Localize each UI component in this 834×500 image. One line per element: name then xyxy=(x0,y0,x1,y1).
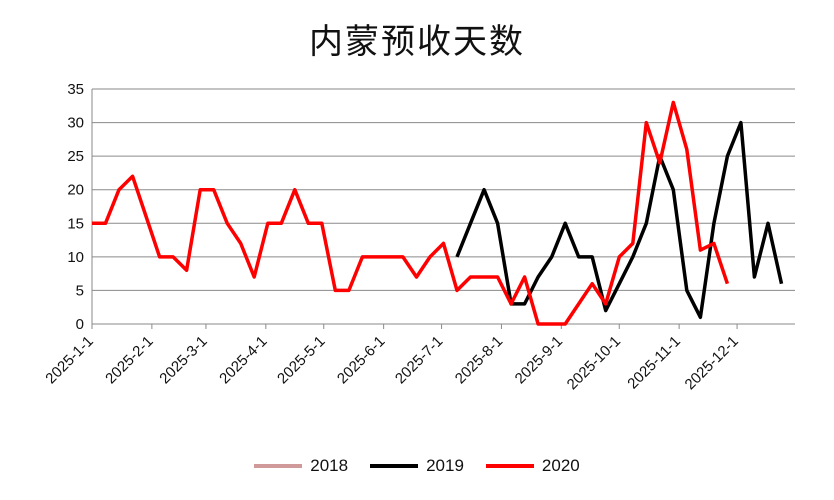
x-tick-label: 2025-11-1 xyxy=(624,333,684,393)
y-tick-label: 15 xyxy=(67,215,84,232)
legend-label: 2018 xyxy=(310,456,349,475)
x-tick-label: 2025-5-1 xyxy=(274,333,328,387)
x-tick-label: 2025-10-1 xyxy=(564,333,624,393)
legend: 2018 2019 2020 xyxy=(0,456,834,476)
series-line-2019 xyxy=(455,120,784,320)
legend-label: 2020 xyxy=(541,456,580,475)
x-tick-label: 2025-3-1 xyxy=(156,333,210,387)
series-lines xyxy=(92,100,784,326)
x-tick-label: 2025-6-1 xyxy=(334,333,388,387)
y-tick-label: 20 xyxy=(67,182,84,199)
y-tick-label: 25 xyxy=(67,148,84,165)
series-line-2020 xyxy=(92,100,730,326)
x-tick-label: 2025-7-1 xyxy=(392,333,446,387)
legend-label: 2019 xyxy=(426,456,464,475)
x-tick-label: 2025-4-1 xyxy=(216,333,270,387)
y-tick-label: 10 xyxy=(67,249,84,266)
x-tick-label: 2025-9-1 xyxy=(512,333,566,387)
x-tick-label: 2025-1-1 xyxy=(42,333,96,387)
legend-swatch xyxy=(485,464,534,468)
x-tick-label: 2025-8-1 xyxy=(452,333,506,387)
x-tick-label: 2025-2-1 xyxy=(102,333,156,387)
legend-item-2020: 2020 xyxy=(485,456,580,476)
y-tick-label: 5 xyxy=(76,282,84,299)
y-tick-label: 35 xyxy=(67,81,84,98)
y-tick-labels: 0 5 10 15 20 25 30 35 xyxy=(67,81,84,333)
axes xyxy=(91,89,795,329)
legend-item-2019: 2019 xyxy=(370,456,464,476)
y-tick-label: 0 xyxy=(76,316,84,333)
x-tick-labels: 2025-1-1 2025-2-1 2025-3-1 2025-4-1 2025-5-1… xyxy=(42,333,742,393)
grid-lines xyxy=(92,88,795,291)
legend-swatch xyxy=(370,464,419,468)
legend-swatch xyxy=(254,464,303,468)
chart-title: 内蒙预收天数 xyxy=(309,22,525,62)
y-tick-label: 30 xyxy=(67,115,84,132)
legend-item-2018: 2018 xyxy=(254,456,348,476)
x-tick-label: 2025-12-1 xyxy=(682,333,742,393)
